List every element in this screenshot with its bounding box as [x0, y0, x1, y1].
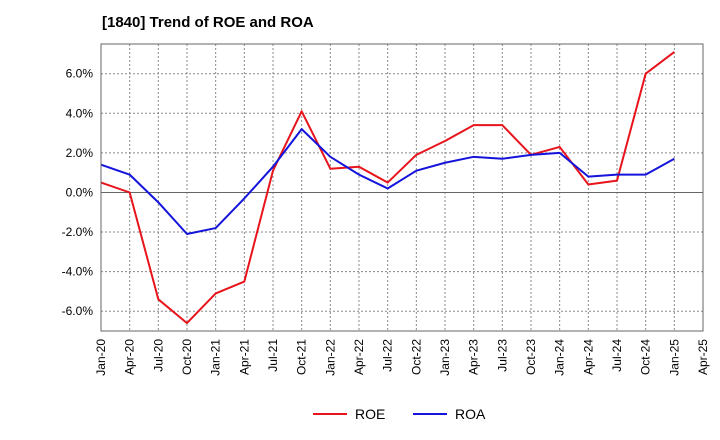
x-tick-label: Oct-23 [524, 339, 538, 375]
plot-area [101, 44, 703, 331]
x-tick-label: Jul-21 [266, 339, 280, 372]
x-tick-label: Oct-24 [639, 339, 653, 375]
x-tick-label: Jan-23 [438, 339, 452, 376]
x-tick-label: Oct-22 [409, 339, 423, 375]
grid [101, 44, 703, 331]
series-layer [100, 51, 675, 325]
x-tick-label: Oct-21 [295, 339, 309, 375]
y-tick-label: 0.0% [66, 185, 94, 199]
chart-title: [1840] Trend of ROE and ROA [102, 14, 314, 31]
x-tick-label: Jan-20 [94, 339, 108, 376]
x-tick-label: Jan-25 [667, 339, 681, 376]
x-tick-label: Apr-22 [352, 339, 366, 375]
x-tick-label: Oct-20 [180, 339, 194, 375]
y-tick-label: -2.0% [62, 225, 94, 239]
x-tick-label: Jul-20 [151, 339, 165, 372]
x-tick-label: Jan-22 [323, 339, 337, 376]
legend-label-roe: ROE [355, 406, 385, 422]
y-tick-label: 4.0% [66, 106, 94, 120]
y-tick-label: 6.0% [66, 67, 94, 81]
y-tick-label: -6.0% [62, 304, 94, 318]
x-tick-label: Apr-21 [237, 339, 251, 375]
y-tick-label: 2.0% [66, 146, 94, 160]
x-tick-label: Jan-21 [209, 339, 223, 376]
y-tick-label: -4.0% [62, 265, 94, 279]
x-tick-label: Jul-24 [610, 339, 624, 372]
x-axis: Jan-20 Apr-20 Jul-20 Oct-20 Jan-21 Apr-21 Jul-… [94, 339, 710, 376]
x-tick-label: Apr-20 [123, 339, 137, 375]
x-tick-label: Jul-22 [381, 339, 395, 372]
plot-frame [100, 43, 704, 332]
y-axis: 6.0% 4.0% 2.0% 0.0% -2.0% -4.0% -6.0% [62, 67, 94, 319]
x-tick-label: Jan-24 [553, 339, 567, 376]
x-tick-label: Jul-23 [495, 339, 509, 372]
x-tick-label: Apr-23 [467, 339, 481, 375]
legend: ROE ROA [313, 406, 486, 422]
legend-label-roa: ROA [455, 406, 486, 422]
x-tick-label: Apr-24 [581, 339, 595, 375]
x-tick-label: Apr-25 [696, 339, 710, 375]
